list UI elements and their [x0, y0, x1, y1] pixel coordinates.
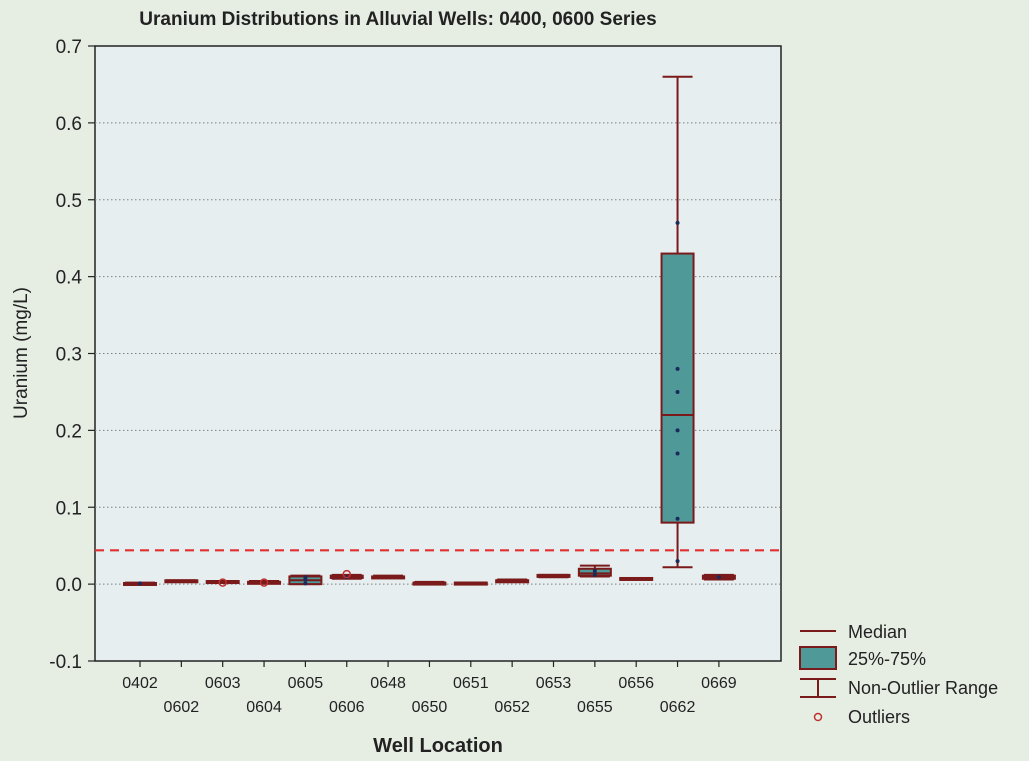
- outlier-point: [342, 569, 351, 579]
- box-0655: [577, 564, 612, 578]
- legend-box-swatch: [799, 646, 837, 670]
- box-series: [123, 75, 736, 587]
- x-tick-label: 0669: [701, 675, 737, 692]
- data-point: [716, 575, 721, 580]
- data-point: [303, 581, 308, 586]
- legend: Median 25%-75% Non-Outlier Range Outliers: [799, 622, 998, 727]
- data-point: [592, 572, 597, 577]
- box-0650: [412, 580, 447, 586]
- box-iqr: [660, 252, 695, 524]
- y-tick-label: -0.1: [49, 652, 82, 673]
- x-tick-label: 0402: [122, 675, 158, 692]
- data-point: [138, 581, 142, 586]
- data-point: [592, 569, 597, 574]
- legend-outlier-swatch: [813, 712, 823, 722]
- data-point: [675, 451, 680, 456]
- x-tick-label: 0656: [618, 675, 654, 692]
- x-tick-label: 0602: [164, 699, 200, 716]
- x-tick-label: 0651: [453, 675, 489, 692]
- y-tick-label: 0.4: [56, 268, 83, 289]
- y-axis-label: Uranium (mg/L): [11, 287, 32, 419]
- outlier-point: [259, 578, 269, 587]
- x-tick-label: 0662: [660, 699, 696, 716]
- box-0653: [536, 573, 571, 579]
- data-point: [675, 220, 680, 225]
- y-tick-label: 0.6: [56, 114, 82, 135]
- data-point: [675, 428, 680, 433]
- box-0606: [329, 569, 364, 580]
- data-point: [675, 366, 680, 371]
- data-point: [675, 389, 680, 394]
- y-tick-label: 0.7: [56, 37, 82, 58]
- data-point: [675, 516, 680, 521]
- data-point: [675, 559, 680, 564]
- y-tick-label: 0.0: [56, 575, 82, 596]
- x-tick-label: 0605: [288, 675, 324, 692]
- box-0648: [371, 574, 406, 580]
- outlier-point: [218, 578, 227, 587]
- legend-label: 25%-75%: [848, 649, 926, 669]
- x-tick-label: 0604: [246, 699, 282, 716]
- data-point: [303, 575, 308, 580]
- y-tick-label: 0.5: [56, 191, 82, 212]
- x-axis-label: Well Location: [373, 735, 503, 757]
- box-0602: [164, 579, 199, 584]
- box-0656: [619, 576, 654, 581]
- y-tick-label: 0.2: [56, 421, 82, 442]
- legend-label: Median: [848, 622, 907, 642]
- y-tick-label: 0.1: [56, 498, 82, 519]
- x-tick-label: 0655: [577, 699, 613, 716]
- box-0605: [288, 574, 323, 586]
- x-tick-label: 0606: [329, 699, 365, 716]
- box-0402: [123, 581, 157, 586]
- x-tick-label: 0603: [205, 675, 241, 692]
- legend-label: Non-Outlier Range: [848, 678, 998, 698]
- x-tick-label: 0653: [536, 675, 572, 692]
- x-tick-label: 0652: [494, 699, 530, 716]
- legend-label: Outliers: [848, 707, 910, 727]
- y-axis: -0.1 0.0 0.1 0.2 0.3 0.4 0.5 0.6 0.7: [49, 37, 95, 673]
- box-0604: [247, 578, 282, 587]
- box-0652: [495, 578, 530, 584]
- chart-title: Uranium Distributions in Alluvial Wells:…: [139, 9, 656, 30]
- box-0669: [701, 573, 736, 581]
- y-tick-label: 0.3: [56, 345, 82, 366]
- box-0603: [205, 578, 240, 587]
- box-0651: [453, 581, 488, 586]
- x-axis: 0402 0602 0603 0604 0605 0606 0648 0650 0651 0652…: [122, 661, 737, 716]
- box-0662: [660, 75, 695, 569]
- x-tick-label: 0648: [370, 675, 406, 692]
- x-tick-label: 0650: [412, 699, 448, 716]
